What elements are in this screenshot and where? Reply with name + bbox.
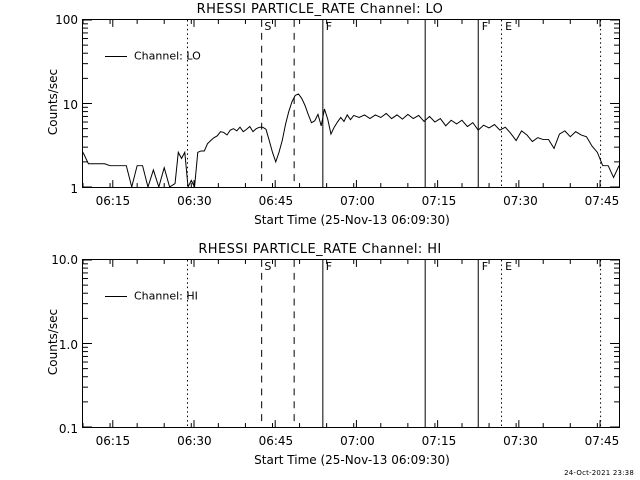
y-axis-tick-label: 1 bbox=[70, 182, 78, 196]
panel-lo-canvas bbox=[83, 20, 619, 187]
panel-lo-plot-area: Counts/sec Start Time (25-Nov-13 06:09:3… bbox=[46, 14, 620, 227]
legend-line-sample bbox=[105, 55, 127, 57]
panel-lo-legend: Channel: LO bbox=[105, 49, 201, 63]
x-axis-tick-label: 06:45 bbox=[258, 194, 294, 208]
x-axis-tick-label: 07:30 bbox=[503, 194, 538, 208]
x-axis-tick-label: 07:45 bbox=[584, 194, 620, 208]
x-axis-tick-label: 07:45 bbox=[584, 434, 620, 448]
panel-hi-x-axis-label: Start Time (25-Nov-13 06:09:30) bbox=[254, 453, 450, 467]
panel-hi-y-axis-label: Counts/sec bbox=[46, 308, 60, 375]
x-axis-tick-label: 06:15 bbox=[95, 434, 131, 448]
event-marker-label-s: S bbox=[264, 260, 272, 273]
x-axis-tick-label: 07:15 bbox=[421, 194, 457, 208]
y-axis-tick-label: 10 bbox=[62, 97, 78, 112]
panel-hi-legend: Channel: HI bbox=[105, 289, 198, 303]
y-axis-tick-label: 10.0 bbox=[51, 253, 78, 267]
y-axis-tick-label: 1.0 bbox=[58, 337, 78, 352]
x-axis-tick-label: 06:15 bbox=[95, 194, 131, 208]
legend-label: Channel: LO bbox=[134, 49, 201, 63]
x-axis-tick-label: 06:30 bbox=[177, 434, 212, 448]
panel-hi-title: RHESSI PARTICLE_RATE Channel: HI bbox=[198, 242, 442, 257]
panel-channel-hi: RHESSI PARTICLE_RATE Channel: HI Counts/… bbox=[0, 240, 640, 480]
render-timestamp: 24-Oct-2021 23:38 bbox=[564, 469, 634, 477]
panel-hi-plot-area: Counts/sec Start Time (25-Nov-13 06:09:3… bbox=[46, 254, 620, 467]
event-marker-label-f: F bbox=[481, 20, 489, 33]
panel-lo-y-axis-label: Counts/sec bbox=[46, 68, 60, 135]
x-axis-tick-label: 07:15 bbox=[421, 434, 457, 448]
x-axis-tick-label: 06:45 bbox=[258, 434, 294, 448]
panel-lo-title: RHESSI PARTICLE_RATE Channel: LO bbox=[196, 2, 444, 17]
event-marker-label-s: S bbox=[264, 20, 272, 33]
legend-label: Channel: HI bbox=[134, 289, 198, 303]
event-marker-label-f: F bbox=[325, 260, 333, 273]
event-marker-label-e: E bbox=[505, 260, 513, 273]
x-axis-tick-label: 07:00 bbox=[340, 434, 375, 448]
event-marker-label-f: F bbox=[481, 260, 489, 273]
y-axis-tick-label: 0.1 bbox=[58, 422, 78, 436]
x-axis-tick-label: 07:30 bbox=[503, 434, 538, 448]
event-marker-label-f: F bbox=[325, 20, 333, 33]
x-axis-tick-label: 06:30 bbox=[177, 194, 212, 208]
panel-hi-canvas bbox=[83, 260, 619, 427]
data-series-line bbox=[83, 93, 619, 187]
x-axis-tick-label: 07:00 bbox=[340, 194, 375, 208]
legend-line-sample bbox=[105, 295, 127, 297]
y-axis-tick-label: 100 bbox=[55, 13, 78, 27]
panel-lo-x-axis-label: Start Time (25-Nov-13 06:09:30) bbox=[254, 213, 450, 227]
panel-channel-lo: RHESSI PARTICLE_RATE Channel: LO Counts/… bbox=[46, 2, 620, 227]
event-marker-label-e: E bbox=[505, 20, 513, 33]
